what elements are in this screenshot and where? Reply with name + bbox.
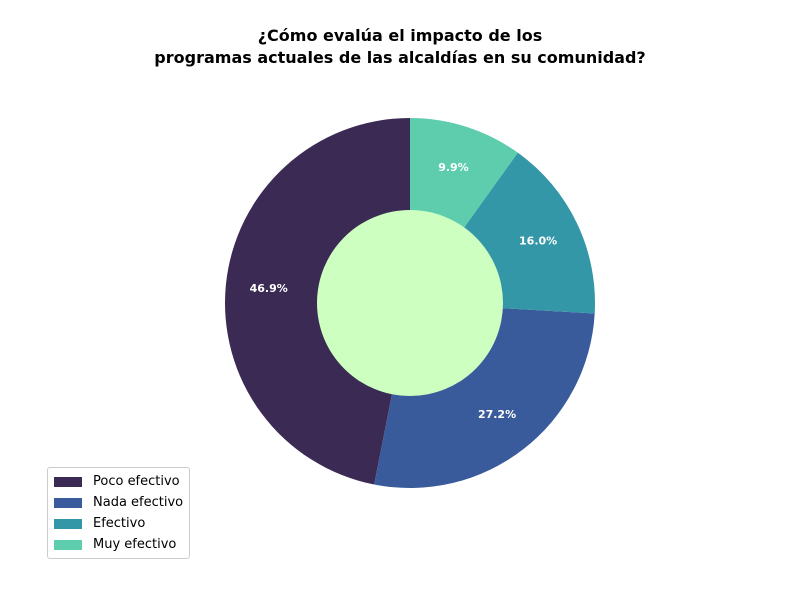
legend-item: Efectivo [54,513,183,534]
legend-item: Poco efectivo [54,471,183,492]
chart-title-line-1: ¿Cómo evalúa el impacto de los [257,26,543,45]
legend-item: Nada efectivo [54,492,183,513]
legend: Poco efectivo Nada efectivo Efectivo Muy ef… [47,467,191,559]
donut-center [317,210,503,396]
legend-label: Efectivo [93,516,146,531]
legend-swatch [54,476,82,487]
slice-label: 16.0% [519,235,557,248]
slice-label: 9.9% [438,161,469,174]
legend-swatch [54,518,82,529]
legend-label: Muy efectivo [93,537,177,552]
chart-title: ¿Cómo evalúa el impacto de los programas… [0,25,800,69]
legend-swatch [54,539,82,550]
slice-label: 27.2% [478,408,516,421]
legend-label: Poco efectivo [93,474,180,489]
chart-title-line-2: programas actuales de las alcaldías en s… [154,48,646,67]
legend-label: Nada efectivo [93,495,184,510]
legend-item: Muy efectivo [54,534,183,555]
legend-swatch [54,497,82,508]
slice-label: 46.9% [250,282,288,295]
